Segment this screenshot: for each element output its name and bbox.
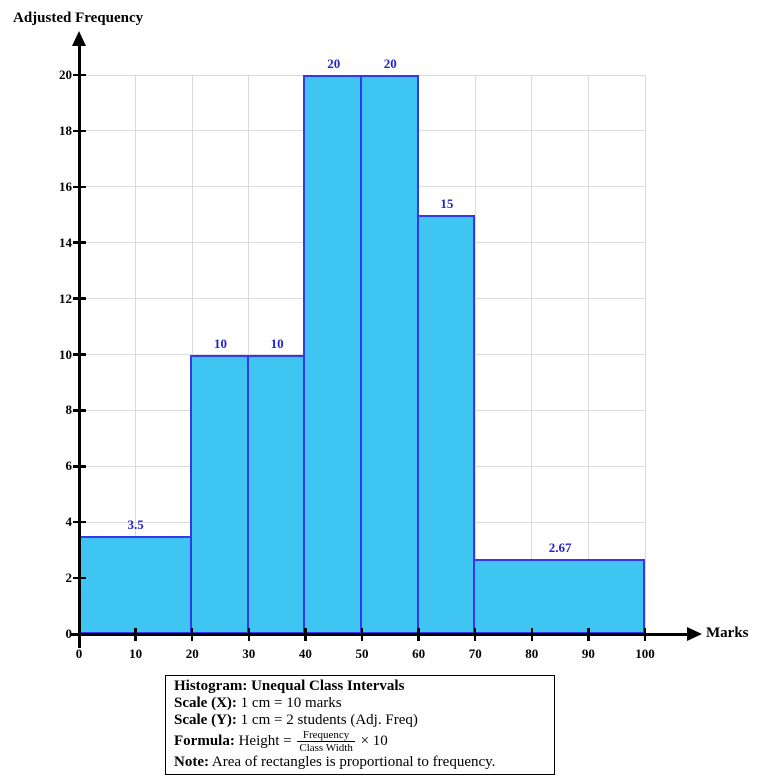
x-axis-tick	[587, 627, 590, 641]
y-axis-tick	[72, 185, 86, 189]
y-axis-tick	[72, 520, 86, 524]
y-tick-label: 12	[59, 290, 72, 306]
x-tick-label: 20	[185, 646, 199, 661]
info-box-title: Histogram: Unequal Class Intervals	[174, 678, 546, 695]
formula-post: × 10	[360, 733, 388, 750]
histogram-bar	[360, 75, 419, 634]
y-axis-title: Adjusted Frequency	[13, 10, 144, 26]
y-axis-tick	[72, 409, 86, 412]
scale-y-value: 1 cm = 2 students (Adj. Freq)	[240, 712, 418, 728]
formula-line: Formula: Height = Frequency Class Width ×…	[174, 729, 546, 754]
x-axis-title: Marks	[706, 625, 749, 641]
info-box: Histogram: Unequal Class Intervals Scale…	[165, 675, 555, 776]
y-tick-label: 2	[65, 570, 73, 586]
x-tick-label: 0	[75, 646, 83, 661]
bar-value-label: 15	[440, 195, 454, 211]
note-label: Note:	[174, 754, 209, 771]
x-tick-label: 80	[525, 646, 539, 661]
x-tick-label: 90	[581, 646, 595, 661]
histogram-bar	[473, 559, 645, 634]
histogram-bar	[79, 536, 193, 634]
note-line: Note: Area of rectangles is proportional…	[174, 754, 546, 771]
formula-denominator: Class Width	[297, 741, 355, 755]
y-tick-label: 6	[65, 458, 73, 474]
x-axis-line	[70, 632, 688, 636]
x-axis-tick	[417, 627, 420, 641]
y-tick-label: 10	[59, 346, 72, 362]
x-tick-label: 40	[298, 646, 312, 661]
y-tick-label: 0	[65, 626, 73, 641]
formula-numerator: Frequency	[302, 729, 350, 741]
y-axis-line	[77, 44, 81, 648]
info-box-title-text: Histogram: Unequal Class Intervals	[174, 678, 405, 694]
formula-pre: Height =	[238, 733, 292, 750]
bar-value-label: 3.5	[127, 517, 144, 533]
y-axis-tick	[72, 576, 86, 580]
formula-fraction: Frequency Class Width	[297, 729, 355, 755]
y-axis-tick	[72, 297, 86, 300]
x-axis-tick	[247, 627, 251, 641]
gridline-vertical	[644, 75, 646, 634]
bar-value-label: 10	[214, 335, 227, 351]
y-axis-tick	[72, 465, 86, 468]
scale-x-label: Scale (X):	[174, 695, 237, 711]
y-tick-label: 8	[65, 402, 73, 418]
scale-x-value: 1 cm = 10 marks	[240, 695, 342, 711]
x-tick-label: 50	[355, 646, 369, 661]
histogram-bar	[303, 75, 362, 634]
x-tick-label: 10	[129, 646, 143, 661]
y-tick-label: 20	[59, 67, 72, 82]
x-axis-tick	[304, 627, 307, 641]
x-axis-arrow-icon	[687, 627, 702, 641]
y-axis-tick	[72, 353, 86, 356]
scale-y-label: Scale (Y):	[174, 712, 237, 728]
x-tick-label: 100	[635, 646, 655, 661]
scale-x-line: Scale (X): 1 cm = 10 marks	[174, 695, 546, 712]
y-tick-label: 16	[59, 178, 72, 194]
bar-value-label: 2.67	[548, 540, 572, 556]
histogram-bar	[190, 354, 249, 634]
bar-value-label: 20	[383, 56, 397, 71]
x-tick-label: 70	[468, 646, 482, 661]
x-axis-tick	[360, 627, 364, 641]
x-axis-tick	[134, 627, 137, 641]
y-axis-tick	[72, 632, 86, 636]
y-tick-label: 4	[65, 514, 73, 530]
x-axis-tick	[190, 627, 194, 641]
y-axis-arrow-icon	[72, 31, 86, 46]
scale-y-line: Scale (Y): 1 cm = 2 students (Adj. Freq)	[174, 712, 546, 729]
bar-value-label: 10	[270, 335, 284, 351]
y-tick-label: 18	[59, 122, 72, 138]
y-axis-tick	[72, 129, 86, 133]
note-value: Area of rectangles is proportional to fr…	[211, 754, 496, 771]
histogram-bar	[416, 214, 476, 634]
x-axis-tick	[473, 627, 477, 641]
y-axis-tick	[72, 241, 86, 244]
x-tick-label: 60	[412, 646, 426, 661]
y-tick-label: 14	[59, 234, 72, 250]
x-tick-label: 30	[242, 646, 256, 661]
histogram-bar	[246, 354, 306, 634]
formula-label: Formula:	[174, 733, 235, 750]
y-axis-tick	[72, 73, 86, 77]
x-axis-tick	[530, 627, 534, 641]
bar-value-label: 20	[327, 56, 341, 71]
x-axis-tick	[643, 627, 647, 641]
